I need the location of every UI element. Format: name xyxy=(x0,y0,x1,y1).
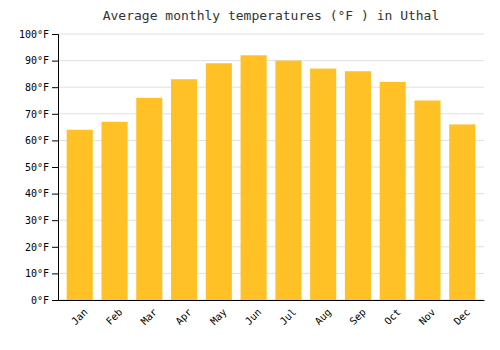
tick: 40°F xyxy=(25,188,58,199)
tick: May xyxy=(208,306,229,327)
tick: 70°F xyxy=(25,109,58,120)
tick-label: 70°F xyxy=(25,109,49,120)
tick-mark xyxy=(52,194,58,195)
tick-mark xyxy=(52,247,58,248)
tick: Jun xyxy=(243,306,264,327)
plot: 0°F 10°F 20°F 30°F 40°F 50°F 60°F 70°F 80°F 90°F 1… xyxy=(19,29,485,327)
tick-mark xyxy=(52,34,58,35)
grid xyxy=(58,34,484,300)
tick-label: Jun xyxy=(243,306,264,327)
y-axis: 0°F 10°F 20°F 30°F 40°F 50°F 60°F 70°F 80°F 90°F 1… xyxy=(19,29,59,306)
tick-label: Aug xyxy=(313,306,334,327)
tick: 90°F xyxy=(25,55,58,66)
tick-label: Apr xyxy=(173,306,194,327)
tick: Jan xyxy=(69,306,90,327)
tick: 30°F xyxy=(25,215,58,226)
bar xyxy=(67,130,93,300)
tick: Nov xyxy=(417,306,438,327)
tick-mark xyxy=(52,61,58,62)
grid-line xyxy=(58,60,484,61)
tick-mark xyxy=(52,300,58,301)
grid-line xyxy=(58,87,484,88)
bars xyxy=(67,55,476,300)
bar xyxy=(345,71,371,300)
chart: 0°F 10°F 20°F 30°F 40°F 50°F 60°F 70°F 80°F 90°F 1… xyxy=(0,0,500,350)
tick: 0°F xyxy=(31,295,58,306)
tick: Apr xyxy=(173,306,194,327)
tick-mark xyxy=(52,87,58,88)
tick: Jul xyxy=(278,306,299,327)
tick-label: May xyxy=(208,306,229,327)
tick-label: 10°F xyxy=(25,268,49,279)
bar xyxy=(171,79,197,300)
tick-label: Nov xyxy=(417,306,438,327)
bar xyxy=(449,124,475,300)
tick: 10°F xyxy=(25,268,58,279)
bar xyxy=(414,101,440,301)
tick-label: 60°F xyxy=(25,135,49,146)
tick-label: Feb xyxy=(104,306,125,327)
tick: Aug xyxy=(313,306,334,327)
tick: 100°F xyxy=(19,29,58,40)
axis-line xyxy=(59,300,485,301)
title: Average monthly temperatures (°F ) in Ut… xyxy=(103,8,440,23)
tick-mark xyxy=(52,273,58,274)
tick-label: 0°F xyxy=(31,295,49,306)
axis-line xyxy=(52,35,59,301)
bar xyxy=(101,122,127,300)
bar xyxy=(310,69,336,300)
grid-line xyxy=(58,34,484,35)
tick: Feb xyxy=(104,306,125,327)
chart-container: 0°F 10°F 20°F 30°F 40°F 50°F 60°F 70°F 80°F 90°F 1… xyxy=(0,0,500,350)
tick: Sep xyxy=(347,306,368,327)
tick: Oct xyxy=(382,306,403,327)
tick-mark xyxy=(52,140,58,141)
tick-label: 20°F xyxy=(25,242,49,253)
tick-label: 80°F xyxy=(25,82,49,93)
tick: 80°F xyxy=(25,82,58,93)
tick-label: 40°F xyxy=(25,188,49,199)
tick-label: Sep xyxy=(347,306,368,327)
tick: Mar xyxy=(139,306,160,327)
tick-label: Oct xyxy=(382,306,403,327)
tick-label: 30°F xyxy=(25,215,49,226)
tick-mark xyxy=(52,220,58,221)
bar xyxy=(206,63,232,300)
bar xyxy=(241,55,267,300)
tick-label: 90°F xyxy=(25,55,49,66)
bar xyxy=(380,82,406,300)
bar xyxy=(136,98,162,300)
tick-label: Jan xyxy=(69,306,90,327)
tick-label: 50°F xyxy=(25,162,49,173)
tick: 50°F xyxy=(25,162,58,173)
tick-label: 100°F xyxy=(19,29,49,40)
tick-mark xyxy=(52,114,58,115)
tick: Dec xyxy=(452,306,473,327)
tick-label: Jul xyxy=(278,306,299,327)
tick-mark xyxy=(52,167,58,168)
tick-label: Mar xyxy=(139,306,160,327)
tick-label: Dec xyxy=(452,306,473,327)
bar xyxy=(275,61,301,300)
tick: 20°F xyxy=(25,242,58,253)
tick: 60°F xyxy=(25,135,58,146)
x-axis: Jan Feb Mar Apr May Jun Jul Aug Sep Oct Nov Dec xyxy=(59,301,485,327)
